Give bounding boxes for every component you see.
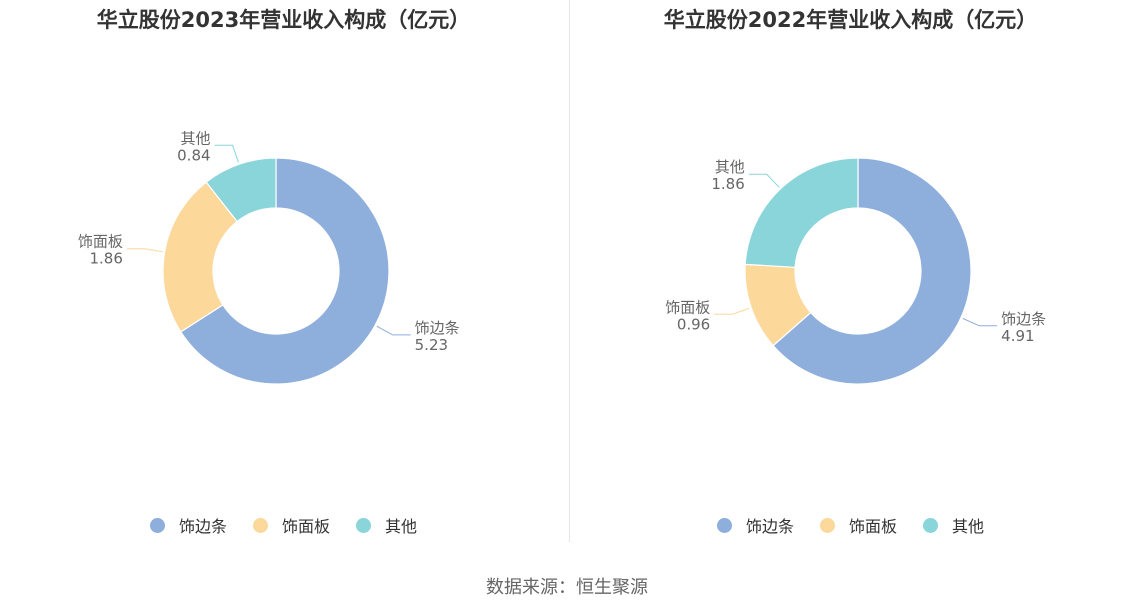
slice-label: 饰边条 xyxy=(1001,310,1046,328)
leader-line xyxy=(214,144,239,163)
legend-label: 饰边条 xyxy=(745,517,794,536)
chart-panel-2022: 华立股份2022年营业收入构成（亿元） 饰边条 4.91 饰面板 0.96 其他 1.86… xyxy=(567,0,1134,545)
chart-title: 华立股份2023年营业收入构成（亿元） xyxy=(96,8,471,32)
slice-label: 其他 xyxy=(181,129,211,147)
legend-marker xyxy=(149,517,165,533)
legend-item-decorative-edge[interactable]: 饰边条 xyxy=(149,513,227,537)
slice-value-label: 4.91 xyxy=(1001,327,1034,345)
legend-label: 其他 xyxy=(952,517,985,536)
donut-slice[interactable] xyxy=(179,157,390,385)
chart-panel-2023: 华立股份2023年营业收入构成（亿元） 饰边条 5.23 饰面板 1.86 其他 0.84… xyxy=(0,0,567,545)
leader-line xyxy=(376,325,411,336)
slice-value-label: 0.96 xyxy=(677,315,710,333)
legend-marker xyxy=(923,517,938,533)
slice-value-label: 5.23 xyxy=(415,336,448,354)
legend-marker xyxy=(716,517,732,533)
legend-label: 饰面板 xyxy=(848,517,897,536)
legend: 饰边条 饰面板 其他 xyxy=(0,513,567,537)
slice-value-label: 0.84 xyxy=(177,146,210,164)
donut-slice[interactable] xyxy=(772,157,972,385)
legend-marker xyxy=(252,517,268,533)
donut-slice[interactable] xyxy=(744,157,859,268)
legend-item-decorative-panel[interactable]: 饰面板 xyxy=(252,513,330,537)
legend-label: 饰边条 xyxy=(178,517,227,536)
legend-marker xyxy=(819,517,835,533)
leader-line xyxy=(962,317,998,327)
leader-line xyxy=(714,307,750,315)
panel-divider xyxy=(569,0,570,542)
leader-line xyxy=(748,173,780,188)
leader-line xyxy=(126,248,163,253)
slice-value-label: 1.86 xyxy=(89,250,122,268)
legend-marker xyxy=(356,517,371,533)
legend-item-other[interactable]: 其他 xyxy=(356,513,417,537)
data-source: 数据来源：恒生聚源 xyxy=(486,577,648,598)
legend-item-other[interactable]: 其他 xyxy=(923,513,984,537)
slice-label: 饰面板 xyxy=(78,233,123,251)
legend-item-decorative-edge[interactable]: 饰边条 xyxy=(716,513,794,537)
legend-label: 其他 xyxy=(385,517,418,536)
chart-title: 华立股份2022年营业收入构成（亿元） xyxy=(663,8,1038,32)
donut-slice[interactable] xyxy=(205,157,277,223)
slice-label: 其他 xyxy=(715,158,745,176)
legend-item-decorative-panel[interactable]: 饰面板 xyxy=(819,513,897,537)
slice-label: 饰边条 xyxy=(415,319,460,337)
slice-label: 饰面板 xyxy=(665,298,710,316)
slice-value-label: 1.86 xyxy=(711,175,744,193)
legend-label: 饰面板 xyxy=(281,517,330,536)
legend: 饰边条 饰面板 其他 xyxy=(567,513,1134,537)
